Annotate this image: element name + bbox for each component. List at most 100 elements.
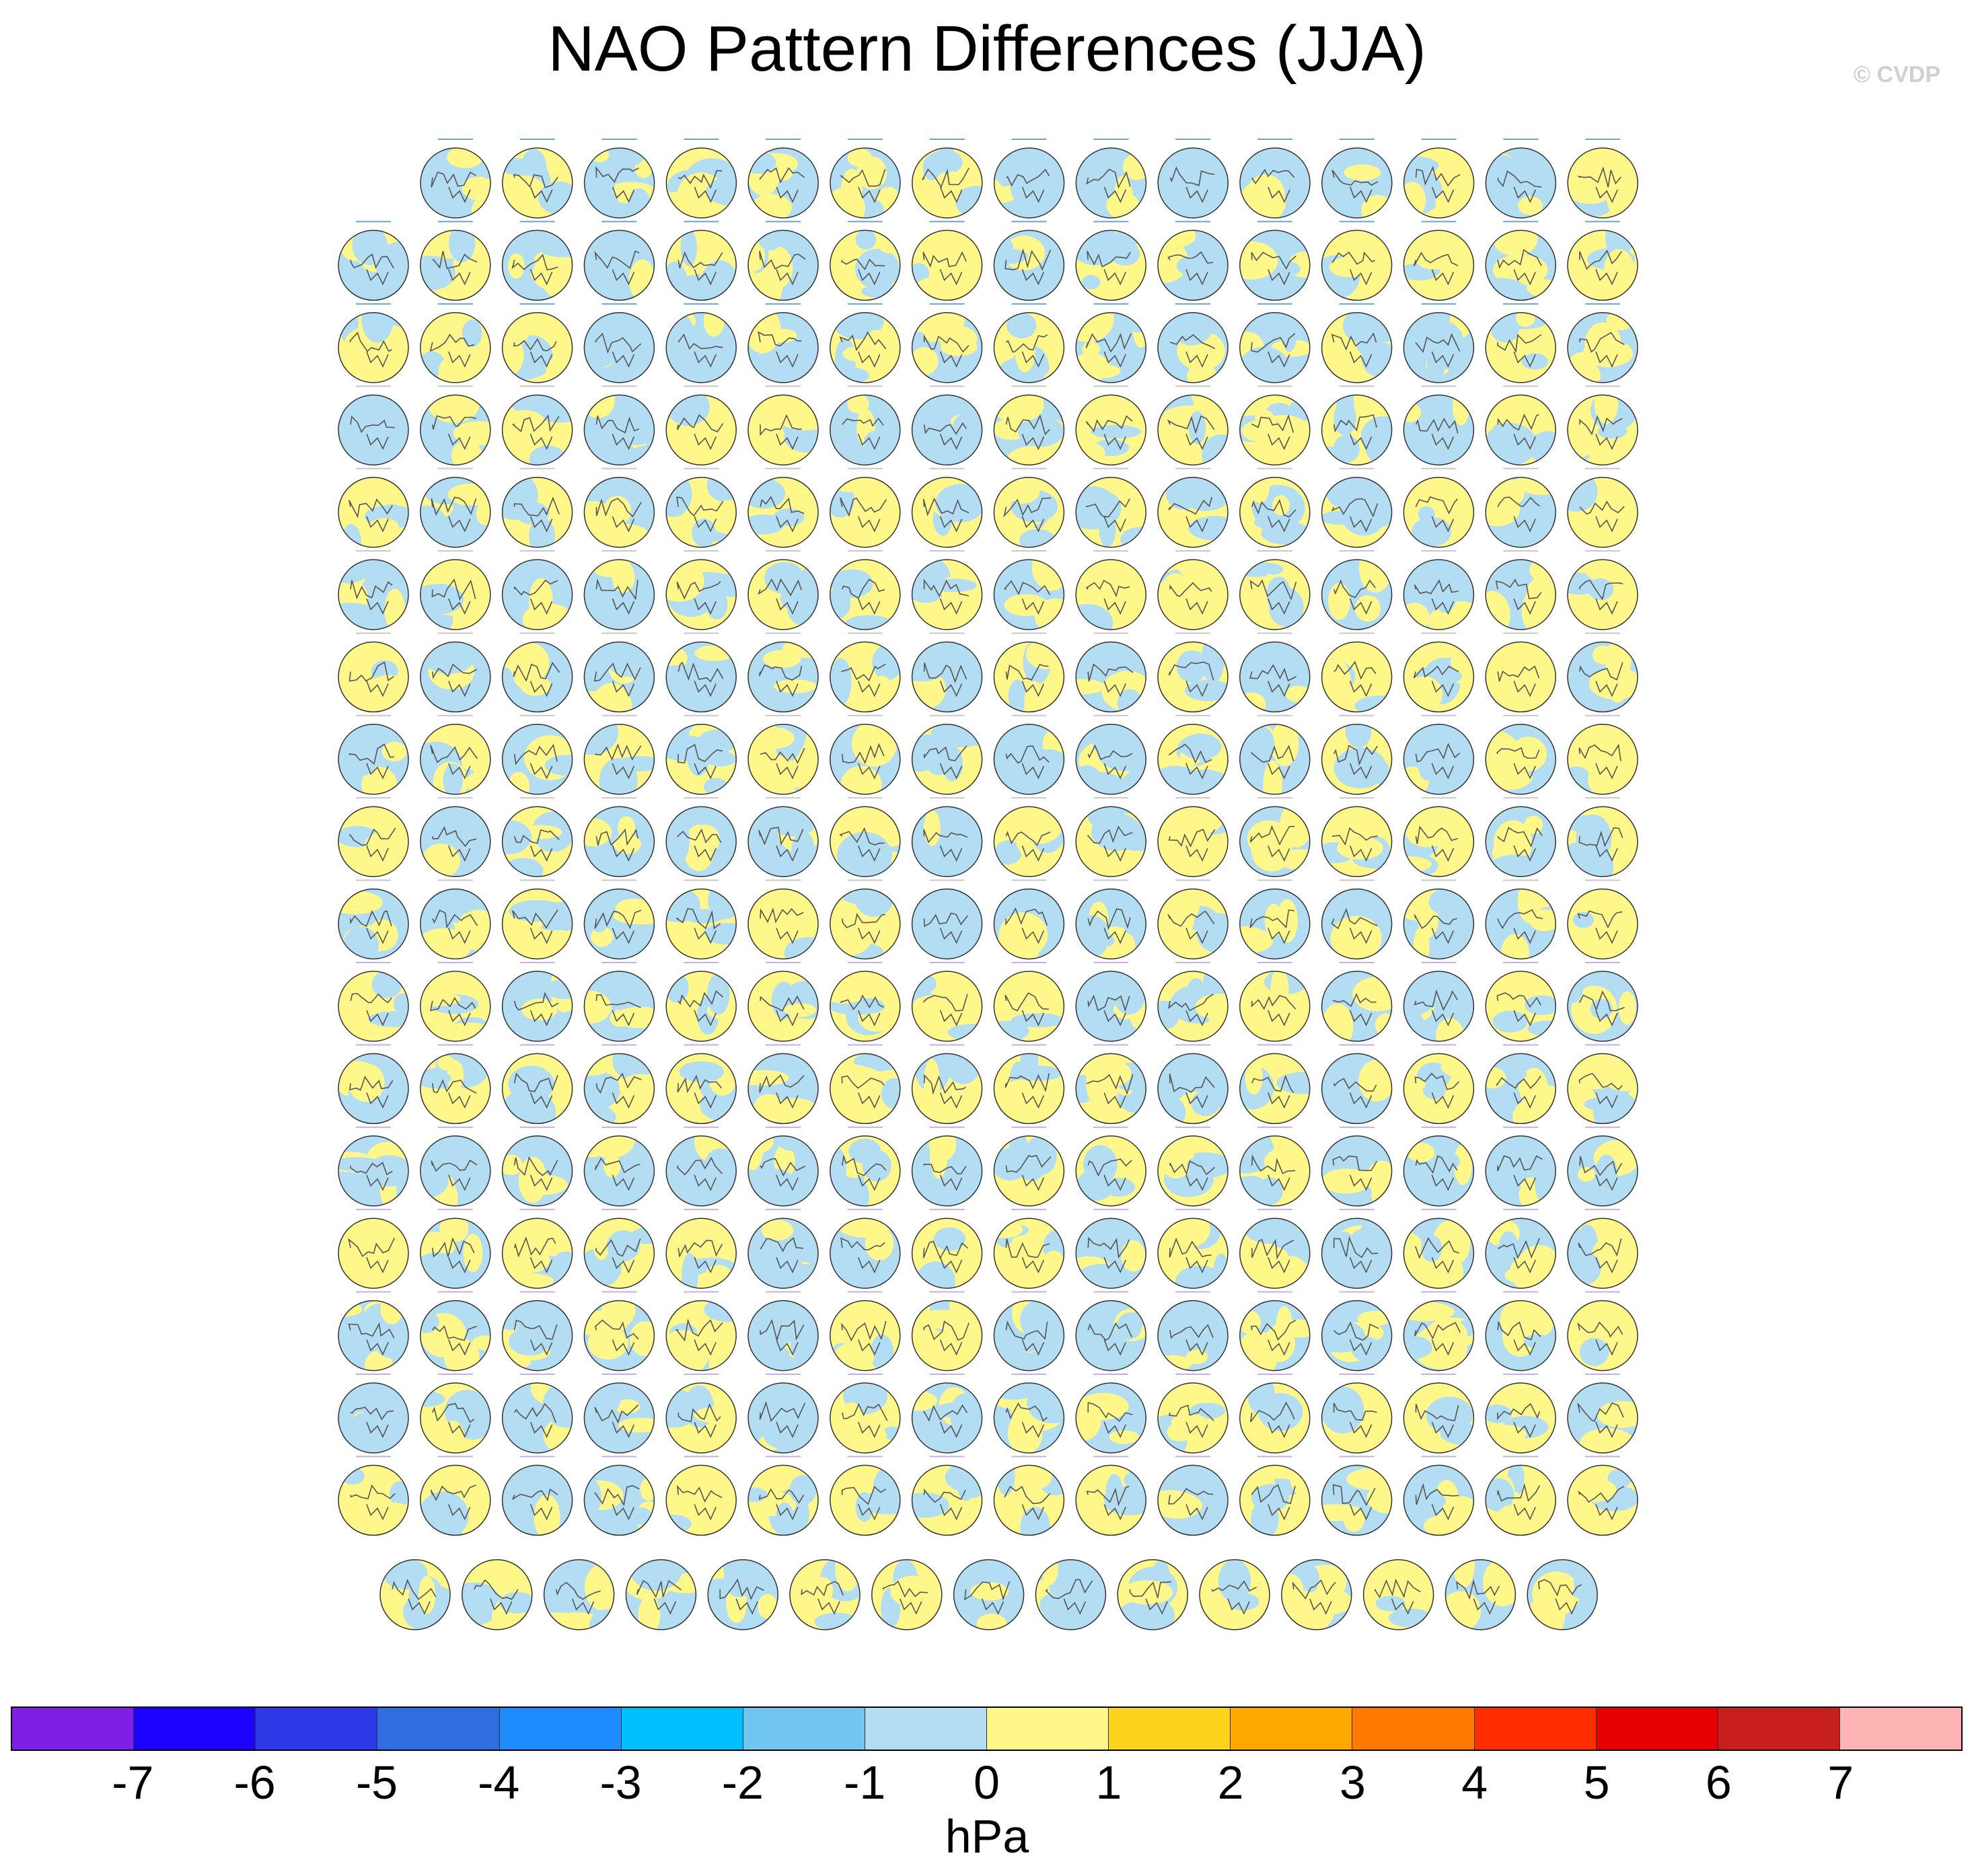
panel-title-mark bbox=[437, 1209, 473, 1211]
map-panel bbox=[1403, 962, 1475, 1042]
map-border bbox=[420, 641, 491, 713]
coastline bbox=[595, 1072, 642, 1109]
map-panel bbox=[1403, 139, 1475, 219]
map-border bbox=[1157, 147, 1229, 219]
panel-title-mark bbox=[684, 1374, 719, 1375]
coastline bbox=[513, 579, 558, 615]
anomaly-region bbox=[1008, 679, 1027, 712]
coastline bbox=[678, 1240, 723, 1274]
map-panel bbox=[747, 1456, 819, 1536]
panel-title-mark bbox=[1421, 797, 1457, 799]
anomaly-region bbox=[666, 665, 704, 684]
coastline bbox=[923, 422, 967, 451]
panel-title-mark bbox=[1093, 139, 1129, 140]
panel-title-mark bbox=[766, 550, 801, 552]
panel-title-mark bbox=[1257, 962, 1292, 963]
coastline bbox=[1496, 747, 1540, 780]
anomaly-region bbox=[680, 230, 698, 266]
anomaly-region bbox=[1176, 1329, 1206, 1352]
panel-title-mark bbox=[684, 303, 719, 305]
anomaly-region bbox=[367, 1011, 408, 1027]
panel-title-mark bbox=[1421, 1456, 1457, 1458]
map-panel bbox=[1239, 1456, 1311, 1536]
map-panel bbox=[420, 714, 491, 795]
map-border bbox=[1239, 1053, 1311, 1125]
map-border bbox=[583, 559, 655, 630]
coastline bbox=[1577, 910, 1623, 944]
anomaly-region bbox=[869, 675, 895, 712]
panel-title-mark bbox=[437, 632, 473, 634]
map-panel bbox=[1075, 1044, 1146, 1125]
map-panel bbox=[420, 879, 491, 960]
anomaly-region bbox=[1569, 352, 1593, 376]
anomaly-region bbox=[596, 190, 618, 211]
coastline bbox=[348, 1238, 396, 1274]
panel-title-mark bbox=[929, 1209, 965, 1211]
colorbar-box bbox=[1109, 1708, 1231, 1750]
coastline bbox=[842, 1402, 888, 1438]
map-border bbox=[871, 1559, 943, 1630]
anomaly-region bbox=[544, 755, 573, 776]
map-panel bbox=[420, 962, 491, 1042]
map-border bbox=[338, 1135, 409, 1207]
map-border bbox=[993, 641, 1065, 713]
map-panel bbox=[1567, 139, 1638, 219]
panel-title-mark bbox=[1175, 962, 1210, 963]
map-panel bbox=[338, 1374, 409, 1454]
anomaly-region bbox=[1420, 519, 1440, 545]
panel-title-mark bbox=[1339, 1126, 1375, 1128]
map-border bbox=[462, 1559, 533, 1630]
anomaly-region bbox=[1076, 603, 1113, 630]
anomaly-region bbox=[599, 757, 638, 794]
anomaly-region bbox=[612, 560, 635, 593]
anomaly-region bbox=[692, 518, 717, 548]
anomaly-region bbox=[1092, 1060, 1132, 1087]
anomaly-region bbox=[1571, 186, 1609, 204]
map-panel bbox=[1403, 303, 1475, 383]
anomaly-region bbox=[996, 1465, 1015, 1496]
map-border bbox=[993, 971, 1065, 1042]
anomaly-region bbox=[994, 1383, 1039, 1400]
coastline bbox=[474, 1579, 519, 1615]
map-border bbox=[830, 641, 901, 713]
panel-title-mark bbox=[1175, 221, 1210, 223]
coastline bbox=[1169, 166, 1215, 203]
anomaly-region bbox=[1344, 164, 1381, 181]
coastline bbox=[1086, 168, 1131, 203]
map-panel bbox=[1157, 1291, 1229, 1372]
map-panel bbox=[747, 385, 819, 465]
anomaly-region bbox=[1017, 1465, 1052, 1490]
map-border bbox=[1239, 641, 1311, 713]
panel-title-mark bbox=[1585, 1291, 1620, 1293]
coastline bbox=[676, 1485, 723, 1521]
coastline bbox=[759, 1401, 806, 1438]
anomaly-region bbox=[1270, 971, 1289, 1011]
coastline bbox=[349, 332, 393, 368]
map-border bbox=[707, 1559, 778, 1630]
map-panel bbox=[1321, 1374, 1393, 1454]
anomaly-region bbox=[1321, 1484, 1342, 1501]
anomaly-region bbox=[1521, 352, 1549, 370]
anomaly-region bbox=[708, 395, 726, 437]
panel-title-mark bbox=[1093, 1126, 1129, 1128]
panel-title-mark bbox=[601, 385, 637, 387]
anomaly-region bbox=[1440, 1425, 1474, 1443]
coastline bbox=[1251, 1238, 1294, 1274]
coastline bbox=[760, 1237, 804, 1274]
panel-title-mark bbox=[1093, 221, 1129, 223]
coastline bbox=[349, 1076, 394, 1109]
anomaly-region bbox=[751, 727, 795, 749]
anomaly-region bbox=[1418, 506, 1435, 522]
anomaly-region bbox=[1265, 1255, 1310, 1289]
panel-title-mark bbox=[929, 879, 965, 881]
anomaly-region bbox=[1116, 395, 1138, 418]
map-border bbox=[993, 1217, 1065, 1289]
anomaly-region bbox=[387, 1406, 408, 1429]
anomaly-region bbox=[506, 1273, 554, 1289]
map-panel bbox=[665, 385, 737, 465]
coastline bbox=[350, 993, 392, 1026]
map-border bbox=[911, 1135, 983, 1207]
map-border bbox=[1075, 971, 1146, 1042]
coastline bbox=[350, 909, 392, 944]
panel-title-mark bbox=[437, 1126, 473, 1128]
